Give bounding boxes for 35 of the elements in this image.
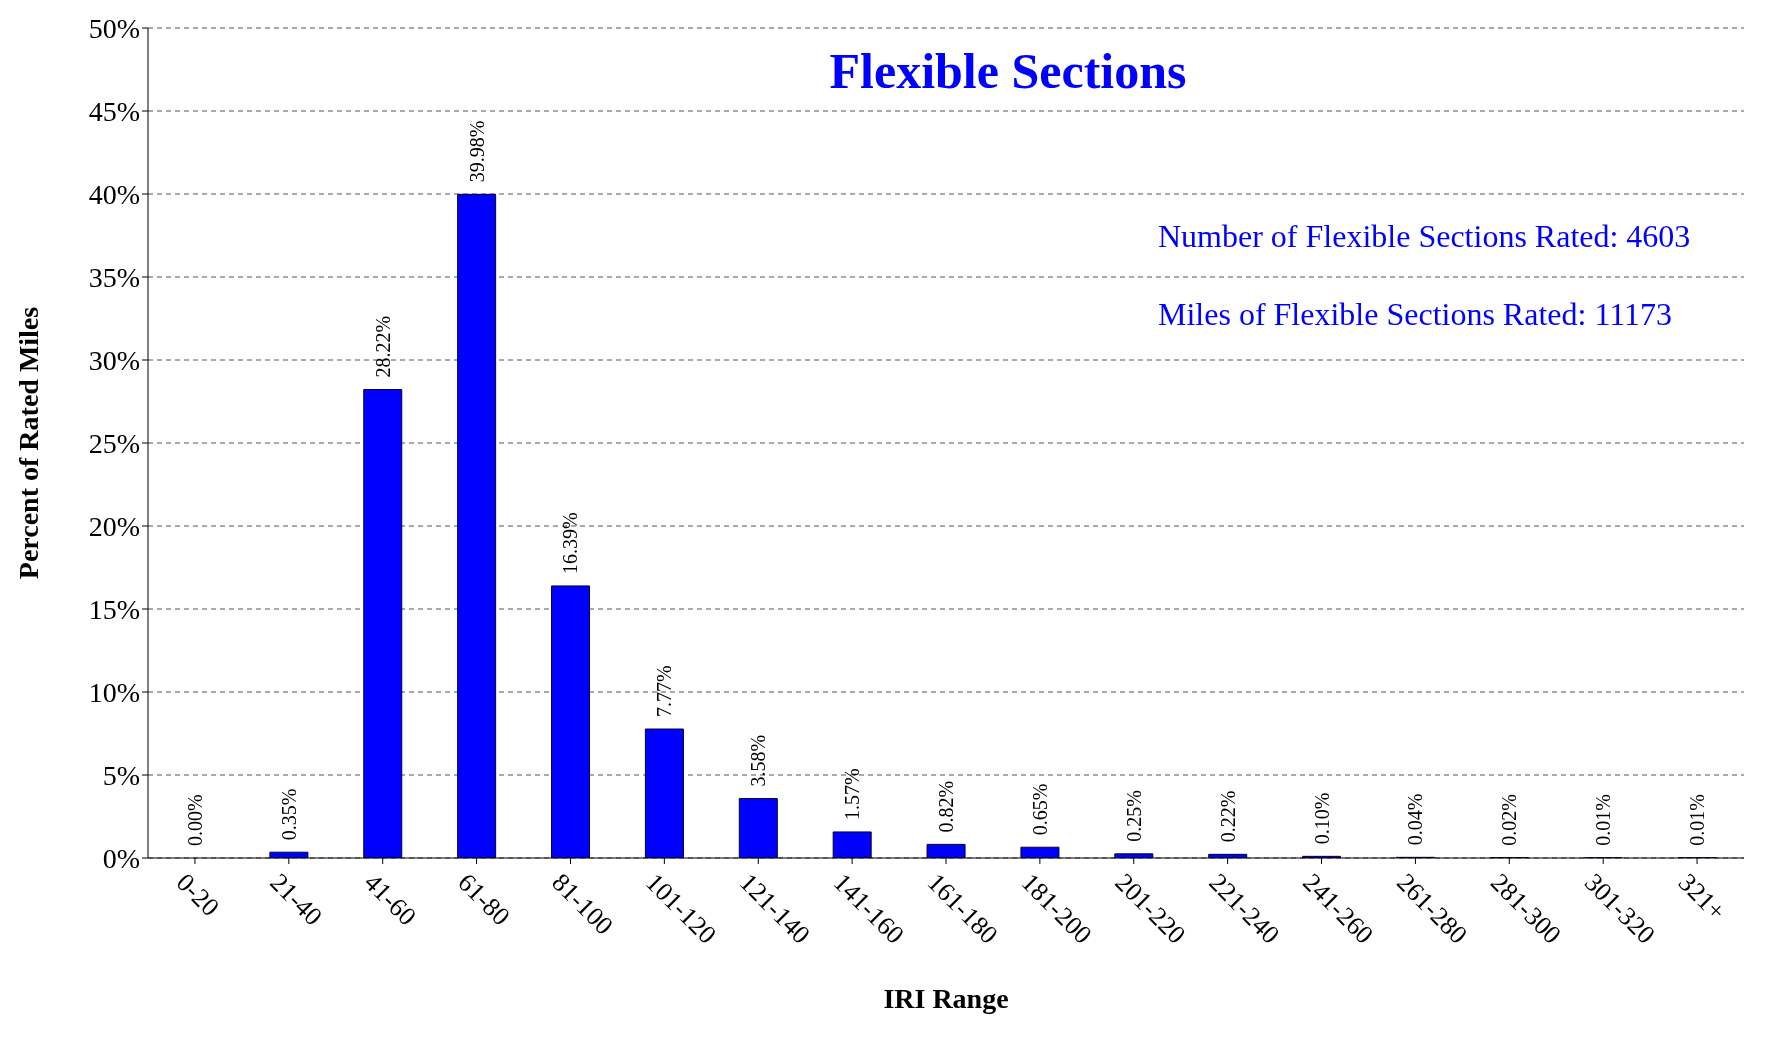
y-tick-label: 30%: [88, 344, 140, 376]
y-tick-label: 40%: [88, 178, 140, 210]
y-tick-label: 25%: [88, 427, 140, 459]
annotation: Miles of Flexible Sections Rated: 11173: [1158, 296, 1673, 333]
annotation: Number of Flexible Sections Rated: 4603: [1158, 218, 1691, 255]
data-label: 0.01%: [1592, 794, 1615, 846]
data-label: 1.57%: [841, 768, 864, 820]
y-tick-label: 0%: [102, 842, 140, 874]
data-label: 0.01%: [1686, 794, 1709, 846]
data-label: 3.58%: [747, 734, 770, 787]
data-label: 0.22%: [1216, 790, 1239, 843]
y-tick-label: 5%: [102, 759, 140, 791]
data-label: 0.02%: [1498, 794, 1521, 846]
y-tick-label: 15%: [88, 593, 140, 625]
data-label: 39.98%: [465, 120, 488, 183]
data-label: 0.00%: [183, 794, 206, 846]
y-tick-label: 10%: [88, 676, 140, 708]
data-label: 0.04%: [1404, 793, 1427, 846]
data-label: 0.82%: [935, 780, 957, 833]
data-label: 0.10%: [1310, 792, 1333, 845]
x-tick-label: 0-20: [170, 867, 225, 922]
y-tick-label: 50%: [88, 12, 140, 44]
x-axis-title: IRI Range: [883, 983, 1009, 1014]
chart-title: Flexible Sections: [828, 42, 1188, 100]
y-tick-label: 45%: [88, 95, 140, 127]
data-label: 0.65%: [1028, 783, 1051, 836]
x-tick-label: 321+: [1672, 867, 1732, 927]
data-label: 0.35%: [277, 788, 300, 841]
y-tick-label: 20%: [88, 510, 140, 542]
data-label: 28.22%: [371, 315, 394, 378]
y-axis-title: Percent of Rated Miles: [12, 306, 44, 580]
data-label: 0.25%: [1122, 790, 1145, 842]
data-label: 7.77%: [653, 665, 676, 718]
y-tick-label: 35%: [88, 261, 140, 293]
data-label: 16.39%: [559, 512, 582, 574]
